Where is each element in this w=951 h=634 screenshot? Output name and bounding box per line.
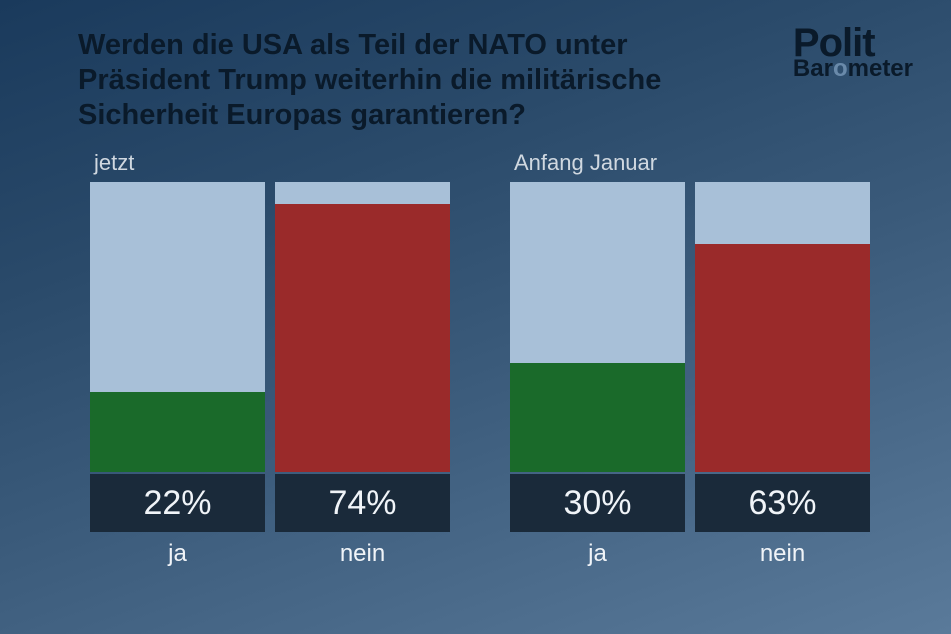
bar-col-ja: 30% ja	[510, 182, 685, 568]
bar-track	[695, 182, 870, 472]
bar-fill	[695, 244, 870, 472]
answer-label: nein	[275, 540, 450, 568]
bar-fill	[275, 204, 450, 472]
answer-label: nein	[695, 540, 870, 568]
panel-label: jetzt	[94, 150, 450, 176]
value-box: 30%	[510, 474, 685, 532]
panel-jetzt: jetzt 22% ja 74% nein	[90, 150, 450, 568]
charts-container: jetzt 22% ja 74% nein Anfang Januar	[90, 150, 870, 568]
value-box: 74%	[275, 474, 450, 532]
value-box: 63%	[695, 474, 870, 532]
bar-track	[510, 182, 685, 472]
bar-col-ja: 22% ja	[90, 182, 265, 568]
bar-col-nein: 63% nein	[695, 182, 870, 568]
bars-row: 30% ja 63% nein	[510, 182, 870, 568]
chart-title: Werden die USA als Teil der NATO unter P…	[78, 28, 698, 132]
bar-track	[275, 182, 450, 472]
panel-anfang-januar: Anfang Januar 30% ja 63% nein	[510, 150, 870, 568]
value-box: 22%	[90, 474, 265, 532]
logo-bottom: Barometer	[793, 58, 913, 81]
logo-bottom-accent: o	[833, 55, 848, 82]
bar-fill	[90, 392, 265, 472]
logo-bottom-pre: Bar	[793, 55, 833, 82]
logo: Polit Barometer	[793, 24, 913, 81]
panel-label: Anfang Januar	[514, 150, 870, 176]
answer-label: ja	[510, 540, 685, 568]
bar-track	[90, 182, 265, 472]
answer-label: ja	[90, 540, 265, 568]
bar-col-nein: 74% nein	[275, 182, 450, 568]
bars-row: 22% ja 74% nein	[90, 182, 450, 568]
bar-fill	[510, 363, 685, 472]
logo-bottom-post: meter	[848, 55, 913, 82]
